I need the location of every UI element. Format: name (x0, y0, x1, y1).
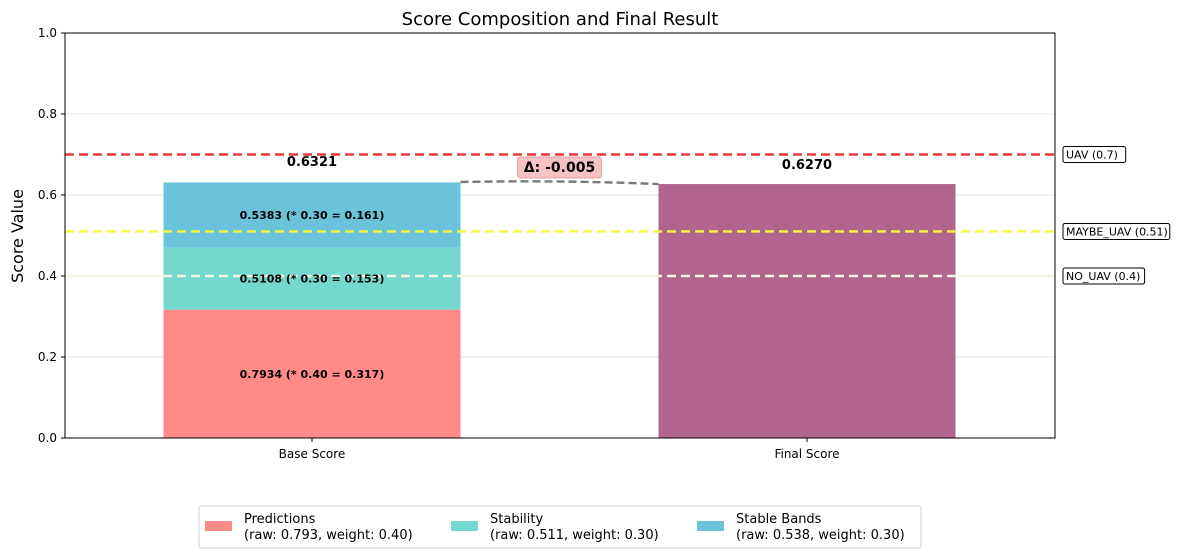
y-tick-label: 0.8 (38, 107, 57, 121)
threshold-label-box (1062, 267, 1146, 285)
legend-swatch (451, 521, 478, 531)
legend-label: Predictions (244, 512, 316, 527)
threshold-lines (65, 153, 1055, 278)
delta-label: Δ: -0.005 (524, 160, 595, 176)
y-tick-label: 0.4 (38, 269, 57, 283)
y-axis-label: Score Value (8, 189, 27, 283)
legend-swatch (205, 521, 232, 531)
threshold-label-box (1062, 222, 1171, 240)
y-tick-label: 0.0 (38, 431, 57, 445)
legend-label: Stable Bands (736, 512, 822, 527)
legend: Predictions(raw: 0.793, weight: 0.40) Sta… (198, 505, 922, 549)
bar-labels: 0.7934 (* 0.40 = 0.317) 0.5108 (* 0.30 = … (240, 146, 1171, 381)
bars (163, 182, 956, 438)
segment-label: 0.7934 (* 0.40 = 0.317) (240, 368, 385, 381)
bar-segment-stability (163, 247, 461, 310)
axes: 0.0 0.2 0.4 0.6 0.8 1.0 Base Score Final Score (38, 26, 840, 461)
delta-connector (460, 180, 659, 186)
final-score-label: 0.6270 (782, 158, 832, 173)
bar-segment-stable-bands (163, 182, 461, 248)
plot-frame (64, 32, 1056, 439)
y-tick-label: 0.2 (38, 350, 57, 364)
legend-swatch (697, 521, 724, 531)
legend-frame (198, 505, 922, 549)
y-tick-label: 1.0 (38, 26, 57, 40)
segment-label: 0.5108 (* 0.30 = 0.153) (240, 273, 385, 286)
delta-label-box (517, 156, 602, 179)
chart-title: Score Composition and Final Result (402, 9, 719, 30)
legend-label: Stability (490, 512, 544, 527)
threshold-label: NO_UAV (0.4) (1066, 270, 1140, 283)
legend-detail: (raw: 0.793, weight: 0.40) (244, 528, 413, 543)
threshold-label: MAYBE_UAV (0.51) (1066, 225, 1168, 238)
bar-final-score (658, 184, 956, 438)
threshold-label-box (1062, 146, 1127, 163)
x-tick-label: Final Score (774, 447, 839, 461)
segment-label: 0.5383 (* 0.30 = 0.161) (240, 209, 385, 222)
threshold-label: UAV (0.7) (1066, 149, 1118, 162)
bar-segment-predictions (163, 309, 461, 438)
x-tick-label: Base Score (279, 447, 346, 461)
legend-detail: (raw: 0.538, weight: 0.30) (736, 528, 905, 543)
y-tick-label: 0.6 (38, 188, 57, 202)
legend-detail: (raw: 0.511, weight: 0.30) (490, 528, 659, 543)
base-total-label: 0.6321 (287, 155, 337, 170)
